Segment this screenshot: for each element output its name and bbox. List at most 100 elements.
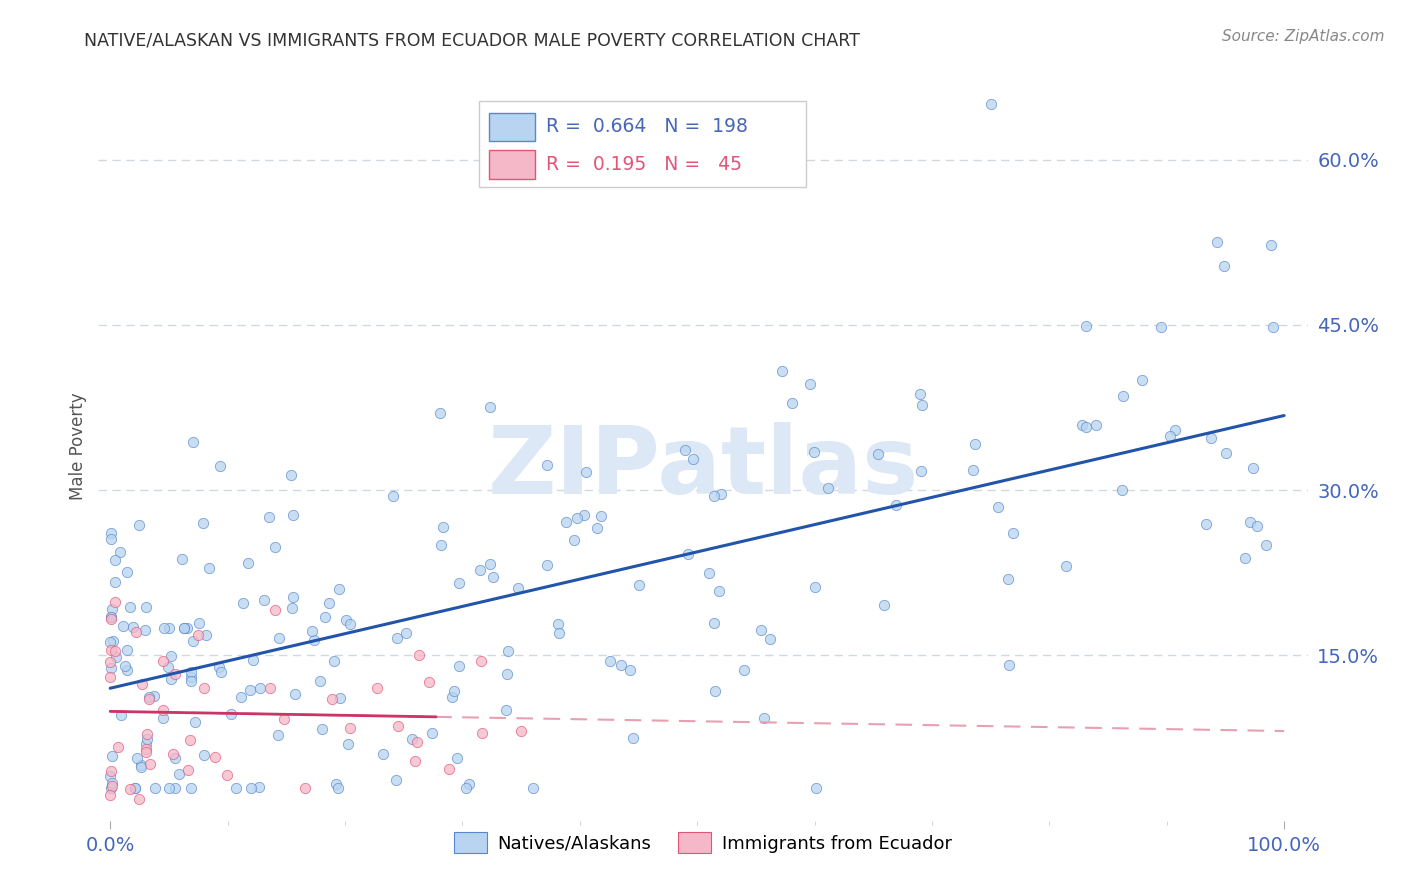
Point <box>510 724 533 739</box>
Point <box>1164 423 1187 437</box>
Point <box>180 665 202 679</box>
Point <box>136 726 159 740</box>
Point <box>138 690 160 704</box>
Point <box>280 601 302 615</box>
Point <box>1239 515 1261 529</box>
Point <box>965 436 987 450</box>
Point <box>1195 516 1218 531</box>
Point <box>193 681 215 695</box>
Point <box>339 616 361 631</box>
Point <box>100 612 122 626</box>
Point <box>506 581 529 595</box>
Point <box>100 610 122 624</box>
Point <box>239 780 262 795</box>
Point <box>157 660 180 674</box>
Point <box>104 553 127 567</box>
Point <box>209 665 232 680</box>
FancyBboxPatch shape <box>489 150 534 178</box>
Point <box>311 722 333 736</box>
Point <box>339 721 361 735</box>
Point <box>242 653 264 667</box>
Point <box>249 681 271 695</box>
Point <box>420 726 443 740</box>
Point <box>229 690 252 704</box>
Point <box>454 780 477 795</box>
Point <box>872 599 894 613</box>
Point <box>165 666 187 681</box>
Point <box>257 510 280 524</box>
Text: R =  0.195   N =   45: R = 0.195 N = 45 <box>546 155 742 174</box>
Point <box>111 618 134 632</box>
Point <box>565 511 588 525</box>
Point <box>108 545 131 559</box>
Point <box>225 780 247 795</box>
Point <box>997 573 1019 587</box>
Point <box>139 756 162 771</box>
Point <box>128 518 150 533</box>
Point <box>129 760 152 774</box>
Point <box>198 561 221 575</box>
Point <box>125 751 148 765</box>
Point <box>322 653 344 667</box>
Point <box>253 593 276 607</box>
Point <box>437 762 460 776</box>
Point <box>1111 389 1133 403</box>
Point <box>153 621 176 635</box>
Point <box>495 703 517 717</box>
Point <box>962 462 984 476</box>
Point <box>325 777 347 791</box>
Point <box>884 498 907 512</box>
Point <box>136 732 159 747</box>
Point <box>157 621 180 635</box>
Point <box>328 691 350 706</box>
Point <box>122 619 145 633</box>
Point <box>152 703 174 717</box>
Point <box>120 599 142 614</box>
Point <box>98 670 121 684</box>
Point <box>98 769 121 783</box>
Point <box>176 763 198 777</box>
Point <box>138 692 160 706</box>
Point <box>1246 519 1268 533</box>
Point <box>104 643 127 657</box>
Point <box>107 739 129 754</box>
Point <box>806 780 828 795</box>
Point <box>283 590 305 604</box>
Point <box>162 747 184 761</box>
Point <box>100 661 122 675</box>
Point <box>1234 551 1257 566</box>
Point <box>188 615 211 630</box>
Point <box>447 658 470 673</box>
Point <box>536 558 558 573</box>
Point <box>263 603 285 617</box>
Point <box>803 445 825 459</box>
Point <box>1215 446 1237 460</box>
Point <box>110 708 132 723</box>
Point <box>1261 320 1284 334</box>
Point <box>366 681 388 696</box>
Point <box>98 789 121 803</box>
Point <box>259 681 281 695</box>
Point <box>267 631 290 645</box>
Point <box>321 692 343 706</box>
Point <box>799 376 821 391</box>
Point <box>572 508 595 522</box>
Point <box>100 526 122 541</box>
Point <box>124 624 146 639</box>
Point <box>124 780 146 795</box>
Point <box>1206 235 1229 249</box>
Point <box>308 673 330 688</box>
Point <box>1085 418 1108 433</box>
Point <box>280 468 302 483</box>
Point <box>782 396 804 410</box>
Point <box>100 764 122 778</box>
Point <box>710 487 733 501</box>
Point <box>284 687 307 701</box>
Point <box>239 682 262 697</box>
Point <box>124 780 146 795</box>
Point <box>159 672 181 686</box>
Point <box>194 627 217 641</box>
Point <box>911 398 934 412</box>
Point <box>910 387 932 401</box>
Point <box>157 780 180 795</box>
